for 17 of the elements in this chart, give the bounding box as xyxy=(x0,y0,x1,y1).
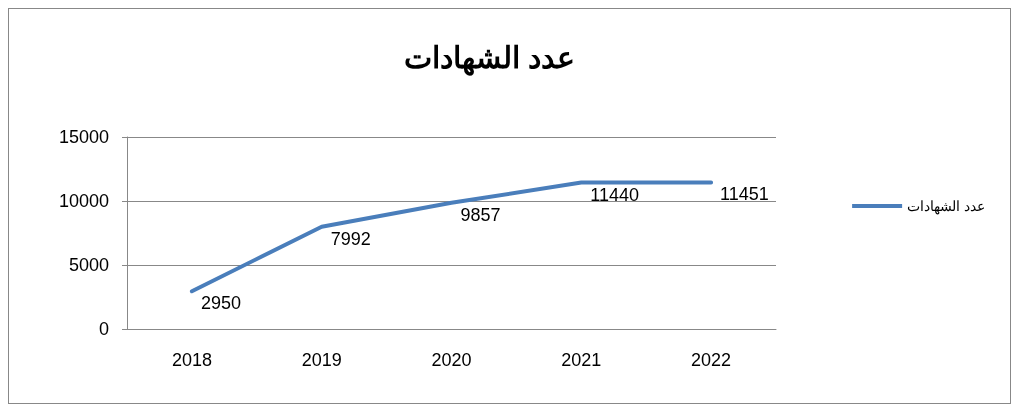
y-tick-label: 15000 xyxy=(58,127,109,147)
data-label: 2950 xyxy=(200,293,241,314)
x-tick-label: 2021 xyxy=(561,350,602,370)
legend-label: عدد الشهادات xyxy=(907,198,985,215)
y-tick-label: 10000 xyxy=(58,191,109,211)
data-label: 9857 xyxy=(460,204,501,225)
x-tick-label: 2019 xyxy=(301,350,342,370)
y-tick-label: 0 xyxy=(98,319,109,339)
chart-title: عدد الشهادات xyxy=(404,40,576,76)
x-tick-label: 2022 xyxy=(691,350,732,370)
y-tick-label: 5000 xyxy=(68,255,109,275)
data-label: 11451 xyxy=(720,184,769,205)
data-label: 7992 xyxy=(330,228,371,249)
line-series xyxy=(189,180,714,294)
x-tick-label: 2018 xyxy=(171,350,212,370)
data-label: 11440 xyxy=(590,184,640,205)
x-tick-label: 2020 xyxy=(431,350,472,370)
